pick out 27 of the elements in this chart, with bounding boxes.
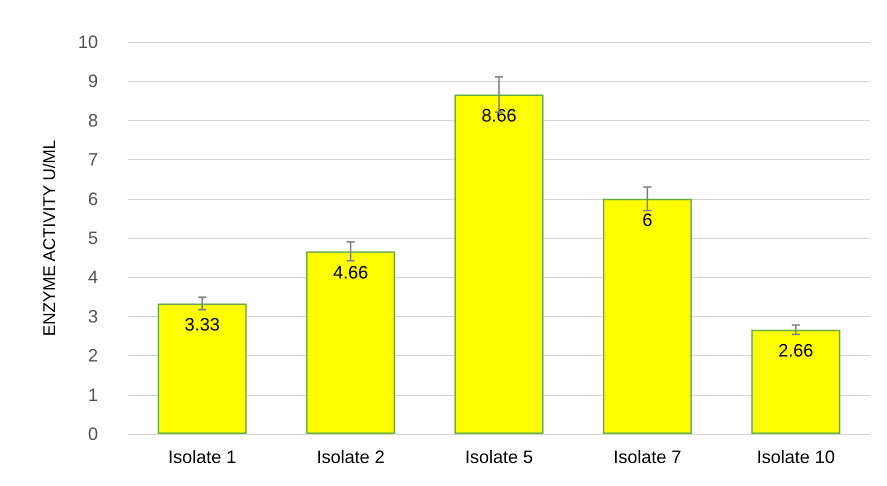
y-tick-label: 2 — [88, 346, 98, 366]
y-tick-label: 4 — [88, 267, 98, 288]
y-axis-title: ENZYME ACTIVITY U/ML — [40, 140, 59, 336]
data-label: 4.66 — [333, 262, 368, 282]
bar — [751, 330, 840, 434]
bar — [158, 303, 247, 434]
y-tick-label: 6 — [88, 188, 98, 209]
x-tick-label: Isolate 1 — [168, 447, 236, 467]
x-tick-label: Isolate 7 — [613, 447, 682, 467]
data-label: 2.66 — [778, 340, 814, 361]
x-tick-label: Isolate 5 — [464, 447, 534, 467]
data-label: 6 — [642, 210, 652, 230]
y-tick-label: 10 — [78, 32, 98, 52]
bar — [602, 198, 692, 434]
y-tick-label: 1 — [88, 384, 98, 405]
y-tick-label: 8 — [88, 110, 98, 130]
x-tick-label: Isolate 10 — [756, 447, 835, 467]
y-tick-label: 5 — [88, 228, 98, 248]
data-label: 3.33 — [184, 314, 220, 334]
bar — [454, 94, 544, 434]
x-tick-label: Isolate 2 — [316, 447, 385, 467]
y-tick-label: 3 — [88, 306, 98, 326]
y-tick-label: 7 — [88, 150, 98, 170]
data-label: 8.66 — [481, 106, 517, 126]
y-tick-label: 9 — [88, 71, 98, 92]
bar — [306, 251, 396, 434]
y-tick-label: 0 — [88, 424, 98, 444]
